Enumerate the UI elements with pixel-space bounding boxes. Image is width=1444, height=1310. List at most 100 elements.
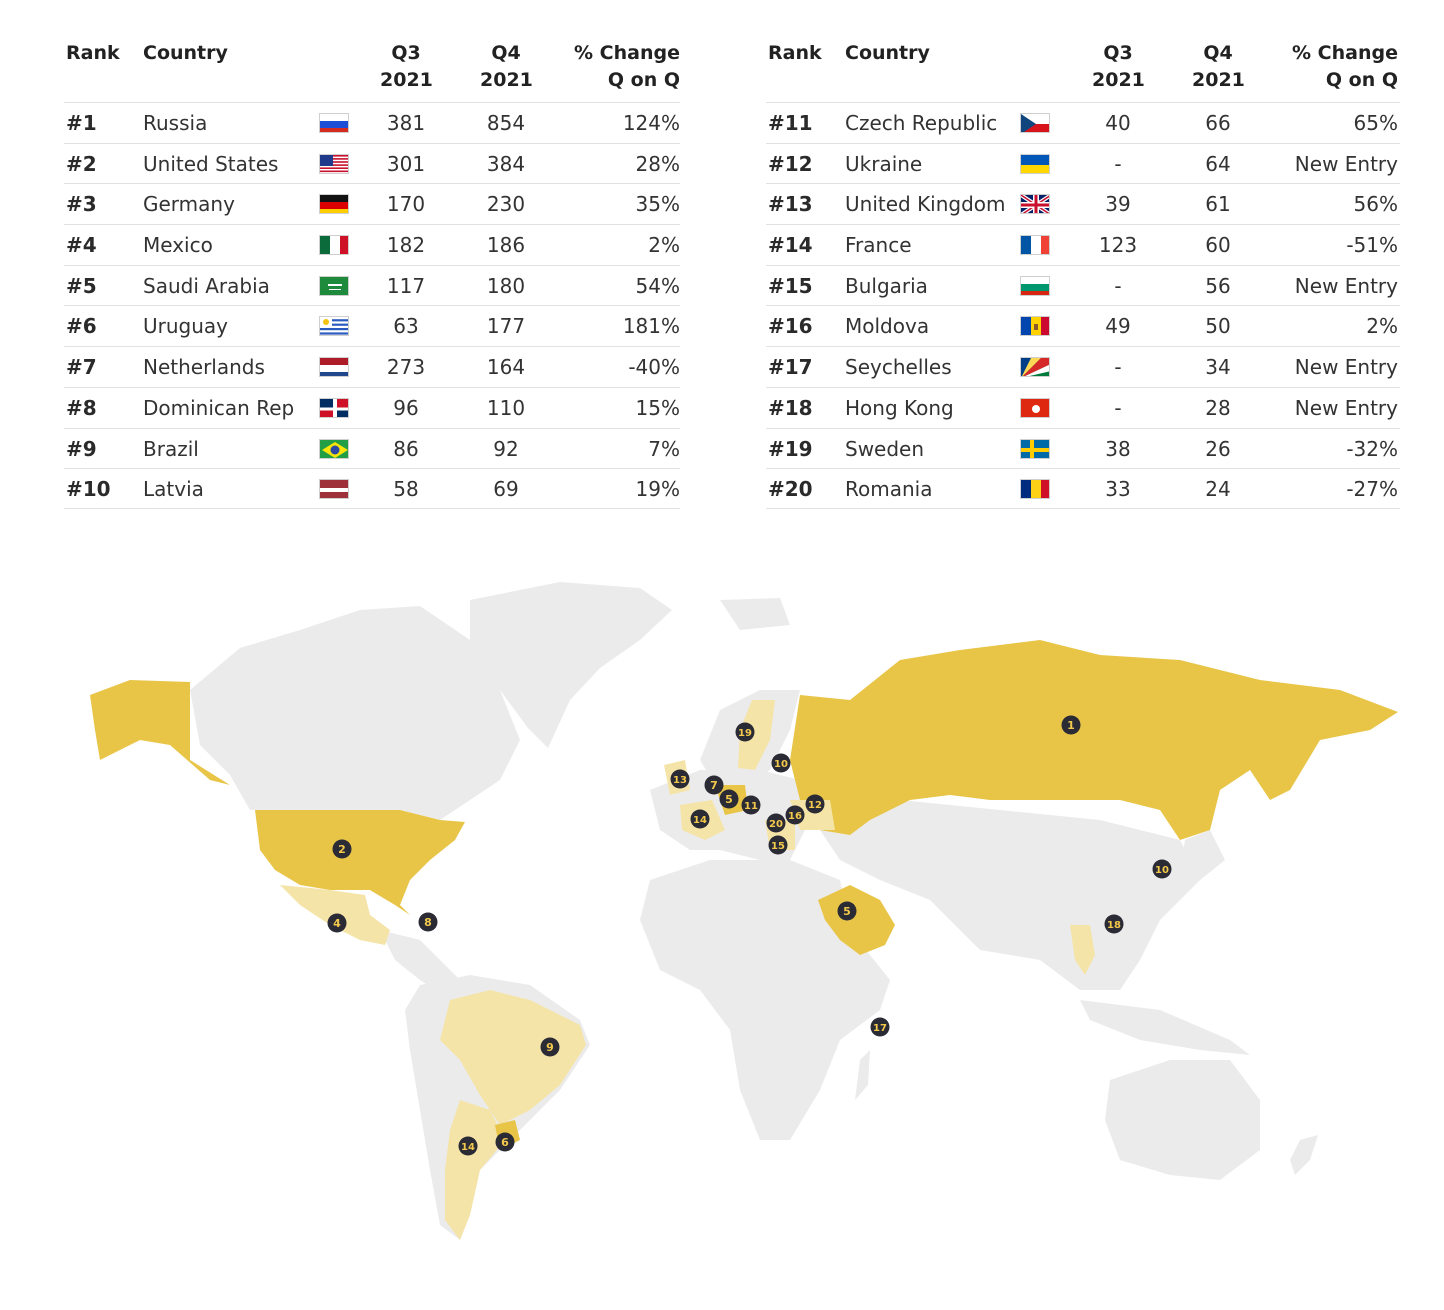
dominican-rep-flag-icon: [319, 397, 349, 418]
map-marker-label: 10: [774, 759, 788, 770]
rank-cell: #2: [66, 151, 97, 176]
map-marker-7: 7: [704, 775, 724, 795]
map-marker-dot: [458, 1136, 478, 1156]
q4-cell: 164: [486, 355, 526, 380]
map-marker-label: 16: [788, 811, 802, 822]
map-marker-label: 15: [771, 841, 785, 852]
q4-cell: 24: [1205, 477, 1231, 502]
map-marker-14: 14: [690, 809, 710, 829]
top-countries-table-right: Rank Country Q3 2021 Q4 2021 % Change Q on …: [766, 40, 1400, 509]
q4-cell: 384: [486, 151, 526, 176]
q3-cell: 39: [1105, 192, 1131, 217]
rank-cell: #12: [768, 151, 813, 176]
q4-cell: 69: [493, 477, 519, 502]
q3-cell: 301: [386, 151, 426, 176]
q3-cell: 96: [393, 395, 419, 420]
map-marker-20: 20: [766, 813, 786, 833]
q3-cell: -: [1114, 395, 1122, 420]
se-asia-islands-shape: [1080, 1000, 1250, 1055]
map-marker-label: 11: [744, 801, 758, 812]
table-row: #13 United Kingdom 39 61 56%: [766, 183, 1400, 224]
change-cell: 54%: [635, 273, 680, 298]
map-marker-2: 2: [332, 839, 352, 859]
saudi-arabia-shape: [818, 885, 895, 955]
q4-cell: 110: [486, 395, 526, 420]
q3-cell: 381: [386, 111, 426, 135]
map-marker-dot: [418, 912, 438, 932]
q3-cell: -: [1114, 273, 1122, 298]
russia-shape: [790, 640, 1398, 840]
q4-cell: 92: [493, 436, 519, 461]
change-cell: New Entry: [1294, 395, 1398, 420]
q4-cell: 56: [1205, 273, 1231, 298]
new-zealand-shape: [1290, 1135, 1318, 1175]
romania-flag-icon: [1020, 479, 1050, 500]
map-marker-dot: [741, 795, 761, 815]
uk-flag-icon: [1020, 194, 1050, 215]
header-country: Country: [143, 42, 228, 64]
q3-cell: 117: [386, 273, 426, 298]
map-marker-dot: [766, 813, 786, 833]
q3-cell: 38: [1105, 436, 1131, 461]
map-marker-14: 14: [458, 1136, 478, 1156]
rank-cell: #8: [66, 395, 97, 420]
q3-cell: 182: [386, 233, 426, 258]
sweden-flag-icon: [1020, 438, 1050, 459]
table-row: #15 Bulgaria - 56 New Entry: [766, 264, 1400, 306]
map-marker-19: 19: [735, 722, 755, 742]
map-marker-dot: [771, 753, 791, 773]
map-marker-dot: [837, 901, 857, 921]
country-cell: Ukraine: [845, 151, 923, 176]
q3-cell: 86: [393, 436, 419, 461]
map-marker-dot: [1061, 715, 1081, 735]
ukraine-flag-icon: [1020, 153, 1050, 174]
q4-cell: 34: [1205, 355, 1231, 380]
japan-shape: [1180, 830, 1225, 880]
header-change: % Change Q on Q: [574, 42, 680, 91]
russia-flag-icon: [319, 113, 349, 133]
map-marker-1: 1: [1061, 715, 1081, 735]
change-cell: 15%: [635, 395, 680, 420]
table-row: #5 Saudi Arabia 117 180 54%: [64, 264, 680, 306]
country-cell: United Kingdom: [845, 192, 1006, 217]
q4-cell: 60: [1205, 233, 1231, 258]
table-row: #11 Czech Republic 40 66 65%: [766, 102, 1400, 143]
map-marker-label: 5: [725, 793, 733, 806]
rank-cell: #16: [768, 314, 813, 339]
bulgaria-flag-icon: [1020, 275, 1050, 296]
change-cell: 124%: [622, 111, 680, 135]
map-marker-label: 10: [1155, 865, 1169, 876]
q3-cell: 58: [393, 477, 419, 502]
rank-cell: #4: [66, 233, 97, 258]
table-header: Rank Country Q3 2021 Q4 2021 % Change Q on …: [64, 40, 680, 102]
table-row: #18 Hong Kong - 28 New Entry: [766, 386, 1400, 428]
country-cell: Hong Kong: [845, 395, 954, 420]
map-marker-label: 12: [808, 800, 822, 811]
change-cell: 7%: [648, 436, 680, 461]
france-flag-icon: [1020, 235, 1050, 256]
map-marker-6: 6: [495, 1132, 515, 1152]
table-row: #16 Moldova 49 50 2%: [766, 305, 1400, 346]
change-cell: 19%: [635, 477, 680, 502]
map-marker-dot: [690, 809, 710, 829]
change-cell: -40%: [628, 355, 680, 380]
rank-cell: #9: [66, 436, 97, 461]
table-row: #3 Germany 170 230 35%: [64, 183, 680, 224]
map-marker-18: 18: [1104, 914, 1124, 934]
map-marker-dot: [735, 722, 755, 742]
map-marker-label: 17: [873, 1023, 887, 1034]
map-marker-label: 14: [693, 815, 707, 826]
map-marker-label: 13: [673, 775, 687, 786]
map-marker-8: 8: [418, 912, 438, 932]
header-change: % Change Q on Q: [1292, 42, 1398, 91]
q4-cell: 177: [486, 314, 526, 339]
header-rank: Rank: [66, 42, 120, 64]
change-cell: 2%: [648, 233, 680, 258]
argentina-shape: [445, 1100, 505, 1240]
map-marker-dot: [870, 1017, 890, 1037]
australia-shape: [1105, 1060, 1260, 1180]
rank-cell: #1: [66, 111, 97, 135]
header-q4: Q4 2021: [1192, 42, 1245, 91]
q4-cell: 180: [486, 273, 526, 298]
rank-cell: #7: [66, 355, 97, 380]
